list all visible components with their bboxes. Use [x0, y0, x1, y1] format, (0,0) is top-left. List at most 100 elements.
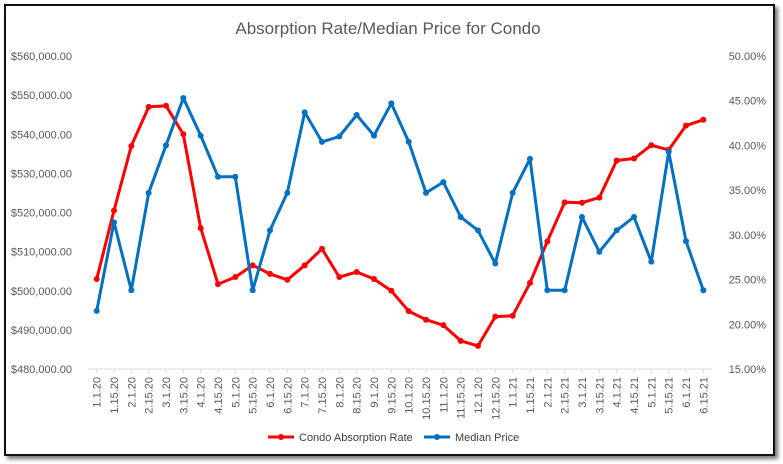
right-tick-label: 50.00% — [729, 51, 767, 63]
data-point[interactable] — [457, 337, 464, 344]
data-point[interactable] — [631, 213, 637, 220]
data-point[interactable] — [111, 207, 117, 214]
data-point[interactable] — [683, 122, 689, 129]
data-point[interactable] — [336, 133, 343, 140]
data-point[interactable] — [440, 322, 447, 329]
data-point[interactable] — [492, 260, 499, 267]
data-point[interactable] — [371, 276, 377, 283]
data-point[interactable] — [267, 270, 273, 277]
data-point[interactable] — [301, 109, 308, 116]
data-point[interactable] — [267, 227, 273, 234]
data-point[interactable] — [215, 281, 221, 288]
data-point[interactable] — [284, 276, 291, 283]
data-point[interactable] — [128, 287, 135, 294]
data-point[interactable] — [111, 219, 117, 226]
data-point[interactable] — [700, 116, 707, 123]
data-point[interactable] — [544, 287, 551, 294]
data-point[interactable] — [457, 213, 464, 220]
data-point[interactable] — [336, 274, 343, 281]
x-axis-ticks: 1.1.20 1.15.20 2.1.20 2.15.20 3.1.20 3.15.20 4… — [92, 369, 710, 420]
data-point[interactable] — [527, 155, 533, 162]
x-tick-label: 5.1.20 — [230, 377, 242, 408]
data-point[interactable] — [180, 95, 187, 102]
x-tick-label: 2.1.20 — [126, 377, 138, 408]
data-point[interactable] — [613, 227, 620, 234]
x-tick-label: 12.15.20 — [490, 377, 502, 420]
chart-svg: Absorption Rate/Median Price for Condo $… — [11, 19, 767, 444]
right-tick-label: 45.00% — [729, 96, 767, 108]
data-point[interactable] — [163, 102, 169, 109]
data-point[interactable] — [544, 238, 551, 245]
data-point[interactable] — [180, 131, 187, 138]
x-tick-label: 6.15.21 — [698, 377, 710, 414]
data-point[interactable] — [440, 179, 447, 186]
x-tick-label: 11.1.20 — [438, 377, 450, 413]
data-point[interactable] — [648, 142, 655, 149]
data-point[interactable] — [631, 155, 637, 162]
data-point[interactable] — [371, 132, 377, 139]
data-point[interactable] — [319, 245, 325, 252]
data-point[interactable] — [509, 189, 516, 196]
x-tick-label: 8.15.20 — [352, 377, 364, 414]
data-point[interactable] — [561, 287, 568, 294]
data-point[interactable] — [353, 268, 360, 275]
data-point[interactable] — [475, 342, 481, 349]
legend-item[interactable]: Median Price — [424, 432, 519, 444]
data-point[interactable] — [665, 148, 672, 155]
data-point[interactable] — [509, 312, 516, 319]
data-point[interactable] — [527, 279, 533, 286]
x-tick-label: 8.1.20 — [334, 377, 346, 408]
data-point[interactable] — [405, 138, 412, 145]
data-point[interactable] — [613, 157, 620, 164]
x-tick-label: 7.1.20 — [300, 377, 312, 408]
data-point[interactable] — [423, 316, 429, 323]
data-point[interactable] — [388, 287, 395, 294]
data-point[interactable] — [423, 189, 429, 196]
data-point[interactable] — [319, 138, 325, 145]
left-tick-label: $510,000.00 — [11, 247, 72, 259]
data-point[interactable] — [197, 132, 204, 139]
data-point[interactable] — [353, 112, 360, 119]
x-tick-label: 10.1.20 — [404, 377, 416, 414]
data-point[interactable] — [561, 199, 568, 206]
data-point[interactable] — [284, 189, 291, 196]
data-point[interactable] — [492, 313, 499, 320]
left-tick-label: $550,000.00 — [11, 90, 72, 102]
data-point[interactable] — [145, 103, 152, 110]
legend-item[interactable]: Condo Absorption Rate — [268, 432, 413, 444]
data-point[interactable] — [232, 173, 239, 180]
x-tick-label: 9.1.20 — [369, 377, 381, 408]
left-axis-ticks: $480,000.00 $490,000.00 $500,000.00 $510,00… — [11, 51, 72, 376]
x-tick-label: 2.15.20 — [144, 377, 156, 414]
data-point[interactable] — [388, 100, 395, 107]
data-point[interactable] — [301, 262, 308, 269]
data-point[interactable] — [249, 262, 256, 269]
data-point[interactable] — [596, 194, 603, 201]
right-tick-label: 30.00% — [729, 230, 767, 242]
data-point[interactable] — [683, 238, 689, 245]
data-point[interactable] — [197, 225, 204, 232]
x-tick-label: 6.15.20 — [282, 377, 294, 414]
data-point[interactable] — [249, 287, 256, 294]
x-tick-label: 9.15.20 — [386, 377, 398, 414]
left-tick-label: $530,000.00 — [11, 168, 72, 180]
x-tick-label: 10.15.20 — [421, 377, 433, 420]
data-point[interactable] — [93, 307, 100, 314]
data-point[interactable] — [579, 213, 585, 220]
data-point[interactable] — [648, 258, 655, 265]
data-point[interactable] — [145, 189, 152, 196]
data-point[interactable] — [596, 248, 603, 255]
data-point[interactable] — [163, 142, 169, 149]
legend[interactable]: Condo Absorption Rate Median Price — [268, 432, 519, 444]
series-line — [95, 96, 705, 312]
data-point[interactable] — [700, 287, 707, 294]
data-point[interactable] — [128, 142, 135, 149]
data-point[interactable] — [215, 173, 221, 180]
data-point[interactable] — [579, 199, 585, 206]
series-layer — [93, 95, 707, 349]
data-point[interactable] — [232, 274, 239, 281]
data-point[interactable] — [93, 276, 100, 283]
data-point[interactable] — [475, 227, 481, 234]
data-point[interactable] — [405, 308, 412, 315]
legend-label: Median Price — [455, 432, 519, 444]
